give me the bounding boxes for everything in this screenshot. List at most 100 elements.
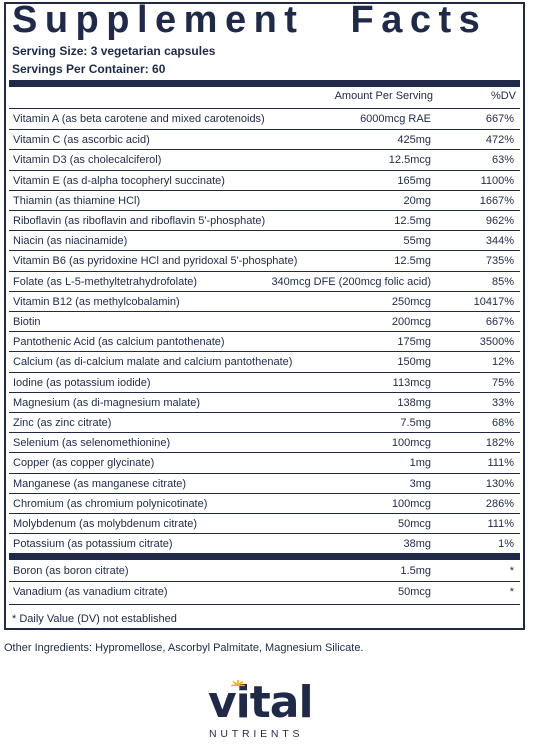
nutrient-dv: 68% [491,417,514,429]
nutrient-name: Zinc (as zinc citrate) [13,417,112,429]
nutrient-dv: 1% [498,538,514,551]
nutrient-amount: 165mg [397,174,431,187]
table-row: Niacin (as niacinamide) 55mg 344% [9,230,520,251]
supplement-facts-panel: Supplement Facts Serving Size: 3 vegetar… [4,0,525,630]
table-row: Potassium (as potassium citrate) 38mg 1% [9,533,520,554]
table-row: Boron (as boron citrate) 1.5mg * [9,561,520,581]
table-row: Pantothenic Acid (as calcium pantothenat… [9,331,520,352]
nutrient-name: Thiamin (as thiamine HCl) [13,194,141,207]
table-row: Vanadium (as vanadium citrate) 50mcg * [9,581,520,602]
table-row: Vitamin B12 (as methylcobalamin) 250mcg 10… [9,290,520,312]
table-row: Iodine (as potassium iodide) 113mcg 75% [9,371,520,393]
nutrient-name: Vitamin B6 (as pyridoxine HCl and pyrido… [13,255,298,268]
other-ingredients: Other Ingredients: Hypromellose, Ascorby… [4,642,364,654]
table-row: Thiamin (as thiamine HCl) 20mg 1667% [9,189,520,211]
table-row: Copper (as copper glycinate) 1mg 111% [9,452,520,473]
nutrient-dv: 667% [485,316,514,328]
table-row: Selenium (as selenomethionine) 100mcg 182% [9,432,520,453]
nutrient-name: Molybdenum (as molybdenum citrate) [13,518,198,530]
nutrient-name: Vitamin B12 (as methylcobalamin) [13,295,180,308]
nutrient-dv: 286% [485,497,514,510]
nutrient-name: Iodine (as potassium iodide) [13,376,151,389]
nutrient-name: Copper (as copper glycinate) [13,457,155,470]
nutrient-dv: 130% [485,477,514,490]
nutrient-name: Vitamin A (as beta carotene and mixed ca… [13,113,265,125]
nutrient-amount: 1mg [409,457,431,470]
table-row: Magnesium (as di-magnesium malate) 138mg 3… [9,391,520,413]
nutrient-amount: 12.5mg [394,215,431,227]
nutrient-name: Magnesium (as di-magnesium malate) [13,396,201,409]
nutrient-amount: 425mg [397,134,431,147]
footer-rule [9,604,520,605]
nutrient-dv: 85% [491,275,514,288]
nutrient-name: Vitamin C (as ascorbic acid) [13,134,150,147]
nutrient-dv: 735% [485,255,514,268]
sun-icon [231,680,245,687]
nutrient-dv: 111% [487,457,514,470]
table-row: Folate (as L-5-methyltetrahydrofolate) 34… [9,270,520,292]
nutrient-dv: 10417% [473,295,514,308]
amount-header: Amount Per Serving [334,90,433,102]
nutrient-amount: 7.5mg [400,417,431,429]
nutrient-dv: 1667% [479,194,514,207]
nutrient-name: Vitamin D3 (as cholecalciferol) [13,154,162,167]
table-row: Molybdenum (as molybdenum citrate) 50mcg 1… [9,513,520,534]
dv-header: %DV [490,90,516,102]
nutrient-name: Biotin [13,316,41,328]
table-row: Vitamin E (as d-alpha tocopheryl succina… [9,169,520,191]
nutrient-name: Boron (as boron citrate) [13,565,129,577]
nutrient-name: Pantothenic Acid (as calcium pantothenat… [13,336,225,349]
nutrient-dv: 344% [485,235,514,248]
nutrient-amount: 1.5mg [400,565,431,577]
nutrient-amount: 175mg [397,336,431,349]
nutrient-name: Calcium (as di-calcium malate and calciu… [13,356,293,369]
nutrient-dv: 3500% [479,336,514,349]
table-row: Zinc (as zinc citrate) 7.5mg 68% [9,412,520,433]
table-row: Vitamin C (as ascorbic acid) 425mg 472% [9,129,520,150]
footnote: * Daily Value (DV) not established [12,613,177,625]
nutrient-amount: 50mcg [397,586,431,599]
nutrient-name: Chromium (as chromium polynicotinate) [13,497,208,510]
brand-logo: vital NUTRIENTS [200,678,330,744]
table-row: Chromium (as chromium polynicotinate) 100… [9,492,520,514]
nutrient-name: Folate (as L-5-methyltetrahydrofolate) [13,275,198,288]
nutrient-dv: 75% [491,376,514,389]
nutrient-dv: 472% [485,134,514,147]
table-row: Vitamin B6 (as pyridoxine HCl and pyrido… [9,250,520,271]
nutrient-amount: 6000mcg RAE [360,113,431,125]
nutrient-name: Riboflavin (as riboflavin and riboflavin… [13,215,266,227]
nutrient-amount: 12.5mg [394,255,431,268]
nutrient-dv: 63% [491,154,514,167]
nutrient-amount: 20mg [403,194,431,207]
nutrient-amount: 340mcg DFE (200mcg folic acid) [271,275,431,288]
nutrient-dv: 12% [491,356,514,369]
nutrient-dv: 111% [487,518,514,530]
table-row: Riboflavin (as riboflavin and riboflavin… [9,210,520,231]
table-row: Vitamin A (as beta carotene and mixed ca… [9,109,520,129]
nutrient-name: Niacin (as niacinamide) [13,235,128,248]
nutrient-dv: 1100% [480,174,514,187]
table-row: Calcium (as di-calcium malate and calciu… [9,351,520,372]
nutrient-name: Selenium (as selenomethionine) [13,437,171,450]
brand-name: vital [208,677,314,728]
table-row: Biotin 200mcg 667% [9,311,520,332]
table-row: Vitamin D3 (as cholecalciferol) 12.5mcg 63… [9,149,520,170]
nutrient-name: Vanadium (as vanadium citrate) [13,586,168,599]
nutrient-dv: 962% [485,215,514,227]
nutrient-amount: 3mg [409,477,431,490]
table-row: Manganese (as manganese citrate) 3mg 130% [9,472,520,494]
nutrient-dv: * [509,586,514,599]
divider-bottom [9,553,520,560]
header-rule [9,108,520,109]
nutrient-dv: 182% [485,437,514,450]
nutrient-amount: 138mg [397,396,431,409]
nutrient-amount: 113mcg [392,376,431,389]
nutrient-dv: * [509,565,514,577]
nutrient-amount: 55mg [403,235,431,248]
nutrient-dv: 667% [485,113,514,125]
nutrient-amount: 150mg [397,356,431,369]
servings-per-container: Servings Per Container: 60 [12,62,166,76]
nutrient-dv: 33% [491,396,514,409]
nutrient-amount: 100mcg [391,497,431,510]
nutrient-amount: 38mg [403,538,431,551]
